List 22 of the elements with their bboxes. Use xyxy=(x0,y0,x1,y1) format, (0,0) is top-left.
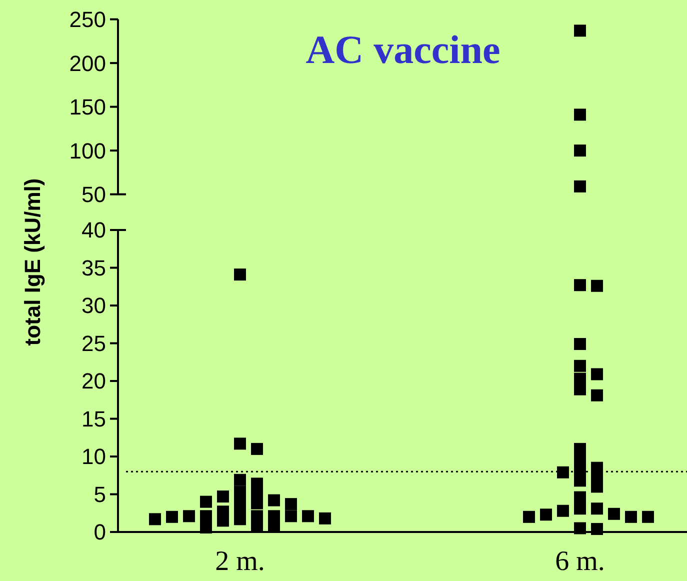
y-tick-label: 25 xyxy=(82,330,106,356)
point xyxy=(574,24,586,37)
y-tick-label: 100 xyxy=(69,138,106,164)
y-tick-label: 150 xyxy=(69,94,106,120)
point xyxy=(574,108,586,121)
y-tick-label: 200 xyxy=(69,50,106,76)
y-tick-label: 35 xyxy=(82,255,106,280)
point xyxy=(574,180,586,192)
chart-title: AC vaccine xyxy=(306,27,500,72)
y-tick-label: 40 xyxy=(82,218,106,243)
y-tick-label: 30 xyxy=(82,293,106,318)
y-tick-label: 5 xyxy=(94,482,106,507)
point xyxy=(574,144,586,157)
x-tick-label: 2 m. xyxy=(215,546,265,577)
y-axis-title: total IgE (kU/ml) xyxy=(20,178,45,346)
x-tick-label: 6 m. xyxy=(555,546,605,577)
y-tick-label: 15 xyxy=(82,406,106,432)
y-tick-label: 250 xyxy=(69,7,106,32)
y-tick-label: 0 xyxy=(94,520,106,545)
y-tick-label: 50 xyxy=(82,182,106,207)
y-tick-label: 10 xyxy=(82,444,106,470)
y-tick-label: 20 xyxy=(82,368,106,394)
